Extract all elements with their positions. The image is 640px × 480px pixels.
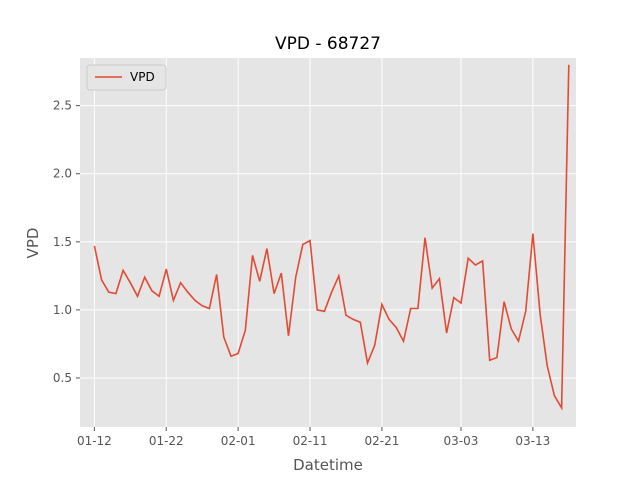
legend: VPD	[86, 64, 167, 91]
series-line-vpd	[93, 64, 570, 411]
y-tick-label: 0.5	[53, 371, 72, 385]
x-axis: 01-12 01-22 02-01 02-11 02-21 03-03 03-13	[77, 427, 550, 448]
x-tick-label: 03-03	[444, 434, 479, 448]
x-tick-label: 01-22	[149, 434, 184, 448]
legend-label-vpd: VPD	[130, 70, 155, 84]
y-tick-label: 1.5	[53, 235, 72, 249]
grid	[80, 58, 576, 427]
chart-title: VPD - 68727	[275, 34, 381, 54]
x-axis-label: Datetime	[293, 456, 363, 474]
plot-area	[80, 58, 576, 427]
x-tick-label: 01-12	[77, 434, 112, 448]
y-axis-label: VPD	[24, 228, 42, 259]
y-axis: 0.5 1.0 1.5 2.0 2.5	[53, 99, 80, 385]
legend-box	[86, 64, 167, 91]
x-tick-label: 02-11	[293, 434, 328, 448]
x-tick-label: 02-01	[221, 434, 256, 448]
y-tick-label: 1.0	[53, 303, 72, 317]
y-tick-label: 2.0	[53, 167, 72, 181]
y-tick-label: 2.5	[53, 99, 72, 113]
x-tick-label: 03-13	[515, 434, 550, 448]
x-tick-label: 02-21	[364, 434, 399, 448]
